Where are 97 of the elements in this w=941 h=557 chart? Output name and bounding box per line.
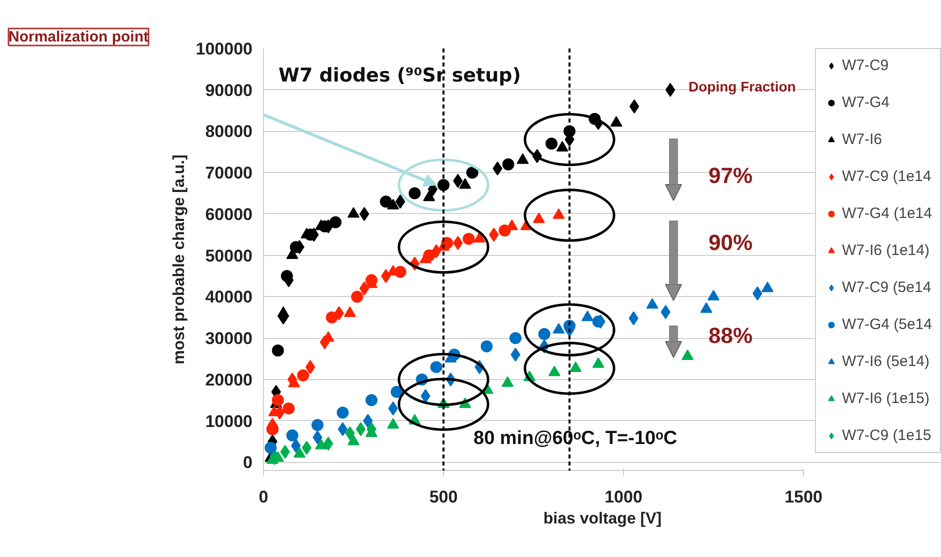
point: [708, 290, 720, 300]
legend-label: W7-G4: [842, 94, 890, 111]
point: [646, 298, 658, 309]
point: [466, 166, 478, 179]
legend-label: W7-I6 (1e15): [842, 390, 930, 407]
point: [315, 438, 328, 450]
y-tick-label: 70000: [205, 164, 253, 183]
y-tick-label: 20000: [205, 370, 253, 390]
point: [305, 360, 316, 374]
point: [665, 82, 676, 97]
point: [264, 442, 277, 454]
y-tick-label: 10000: [205, 412, 253, 431]
point: [516, 153, 529, 164]
point: [700, 302, 712, 313]
text: W7 diodes (⁹⁰Sr setup): [278, 64, 521, 86]
y-tick-label: 90000: [205, 80, 253, 100]
point: [351, 290, 364, 303]
point: [272, 394, 284, 406]
point: [552, 322, 565, 334]
point: [395, 194, 406, 209]
legend-label: W7-G4 (1e14: [842, 205, 932, 222]
point: [430, 361, 442, 374]
point: [302, 440, 312, 455]
point: [762, 282, 774, 292]
point: [592, 357, 604, 368]
point: [294, 447, 306, 458]
point: [344, 306, 356, 317]
point: [582, 310, 594, 322]
point: [570, 361, 582, 372]
legend-label: W7-G4 (5e14: [842, 316, 932, 333]
point: [387, 418, 400, 429]
annotation: 97%: [708, 163, 753, 188]
point: [423, 190, 436, 202]
point: [280, 270, 293, 282]
annotation: 80 min@60ᵒC, T=-10ᵒC: [474, 428, 678, 449]
point: [338, 422, 348, 436]
legend-label: W7-C9 (1e15: [842, 427, 932, 444]
point: [286, 248, 298, 260]
y-axis-title: most probable charge [a.u.]: [170, 154, 188, 364]
point: [286, 429, 298, 442]
point: [297, 369, 310, 382]
legend-label: W7-I6: [842, 131, 882, 148]
point: [682, 349, 694, 360]
point: [326, 311, 338, 324]
x-tick-label: 500: [429, 488, 458, 506]
x-tick-label: 1500: [784, 488, 822, 506]
point: [552, 208, 565, 219]
point: [312, 419, 324, 431]
point: [510, 332, 522, 344]
y-tick-label: 40000: [205, 288, 253, 307]
legend-label: W7-C9 (1e14: [842, 168, 932, 185]
y-tick-label: 30000: [205, 329, 253, 348]
point: [348, 207, 360, 218]
y-tick-label: 80000: [205, 122, 253, 142]
point: [502, 376, 514, 387]
point: [538, 328, 550, 340]
y-tick-label: 0: [243, 453, 253, 472]
annotation: Doping Fraction: [688, 78, 796, 94]
point: [323, 436, 334, 451]
point: [387, 198, 400, 210]
point: [592, 316, 604, 328]
point: [474, 232, 486, 242]
legend-label: W7-C9: [842, 57, 889, 74]
point: [277, 306, 290, 317]
point: [359, 281, 370, 296]
point: [356, 422, 366, 436]
point: [459, 178, 472, 189]
legend-label: W7-I6 (5e14): [842, 353, 930, 370]
point: [546, 138, 558, 150]
point: [366, 394, 378, 406]
x-tick-label: 1000: [604, 488, 642, 506]
x-axis-title: bias voltage [V]: [543, 510, 662, 528]
point: [272, 344, 284, 357]
legend-label: W7-C9 (5e14: [842, 279, 932, 296]
y-tick-label: 60000: [205, 204, 253, 224]
y-tick-label: 100000: [196, 40, 253, 58]
point: [408, 187, 421, 200]
point: [629, 99, 640, 114]
point: [610, 116, 622, 127]
point: [556, 140, 568, 152]
point: [502, 158, 514, 170]
x-tick-label: 0: [258, 488, 268, 506]
point: [532, 212, 545, 224]
point: [336, 406, 349, 419]
y-tick-label: 50000: [205, 246, 253, 266]
point: [548, 366, 560, 376]
point: [390, 386, 403, 398]
point: [359, 206, 370, 221]
point: [282, 402, 295, 414]
point: [462, 232, 475, 245]
point: [480, 340, 493, 352]
point: [330, 216, 342, 228]
point: [380, 196, 392, 208]
annotation: 90%: [708, 230, 753, 255]
point: [348, 434, 360, 446]
legend-label: W7-I6 (1e14): [842, 242, 930, 259]
annotation: 88%: [708, 323, 753, 348]
